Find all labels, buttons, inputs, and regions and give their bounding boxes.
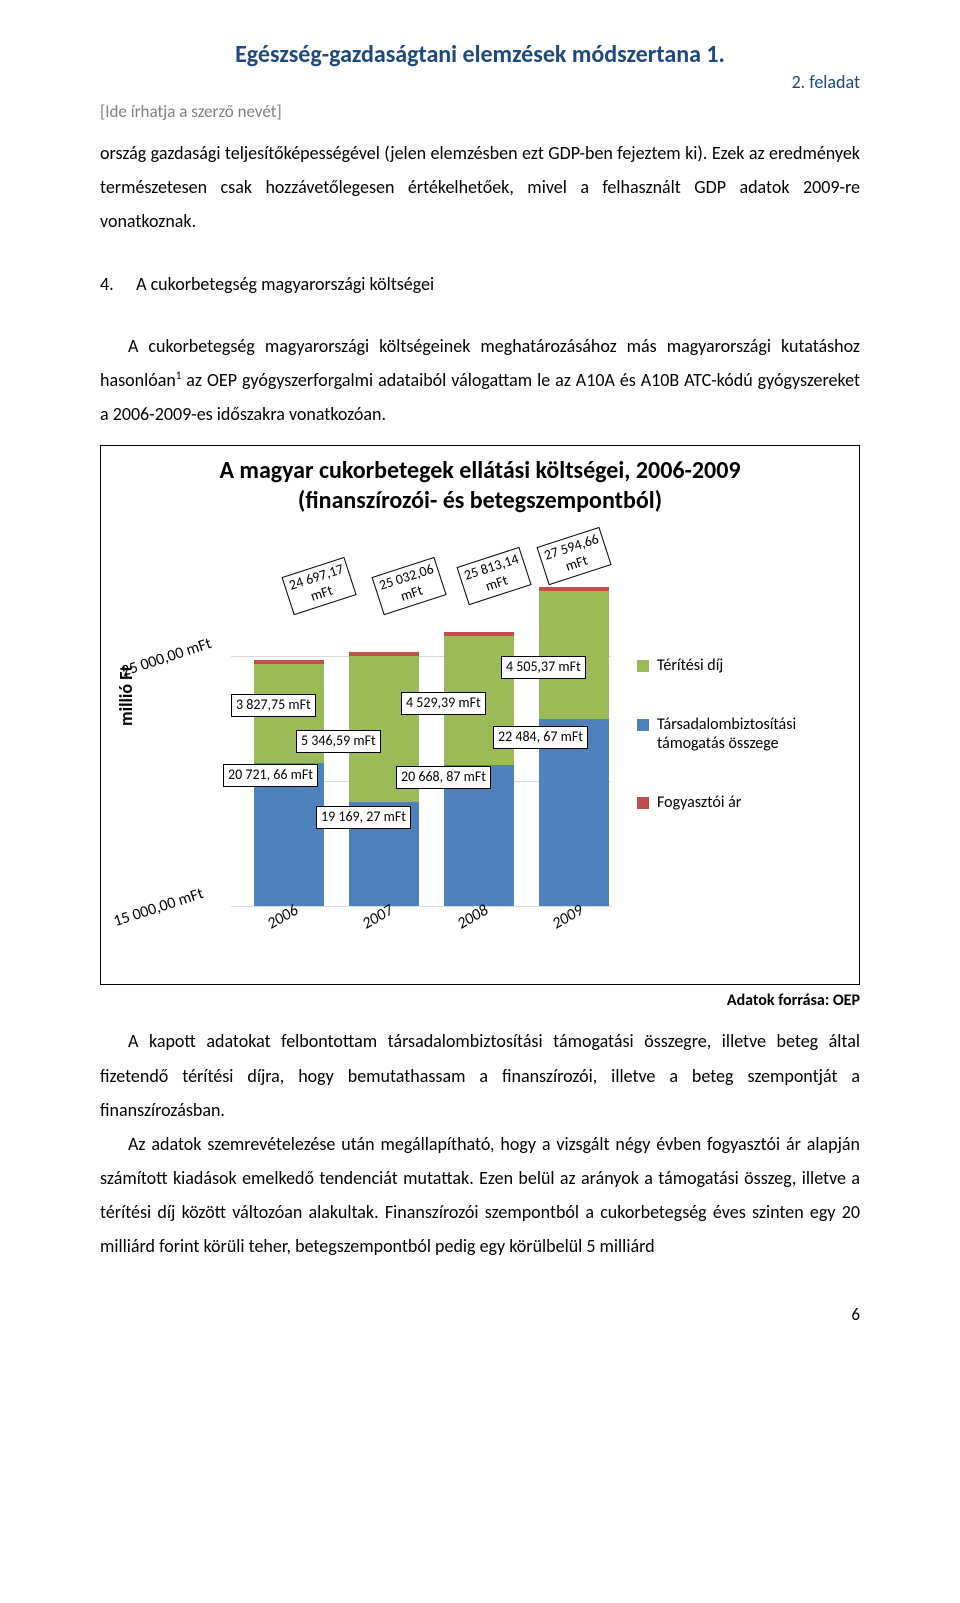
section-heading: 4. A cukorbetegség magyarországi költség…	[100, 267, 860, 301]
chart-title-line2: (finanszírozói- és betegszempontból)	[298, 486, 662, 515]
data-callout: 19 169, 27 mFt	[316, 806, 411, 829]
legend-item: Fogyasztói ár	[637, 793, 847, 812]
author-placeholder: [Ide írhatja a szerző nevét]	[100, 101, 860, 122]
chart-source: Adatok forrása: OEP	[100, 991, 860, 1010]
data-callout: 20 721, 66 mFt	[223, 764, 318, 787]
data-callout: 20 668, 87 mFt	[396, 766, 491, 789]
page-number: 6	[100, 1304, 860, 1325]
bar-segment-fogyasztoi	[444, 632, 514, 636]
page-header-title: Egészség-gazdaságtani elemzések módszert…	[100, 40, 860, 69]
chart-title: A magyar cukorbetegek ellátási költségei…	[141, 456, 819, 516]
paragraph-breakdown: A kapott adatokat felbontottam társadalo…	[100, 1024, 860, 1127]
y-tick-label: 15 000,00 mFt	[111, 884, 206, 931]
paragraph-method: A cukorbetegség magyarországi költségein…	[100, 329, 860, 432]
chart-title-line1: A magyar cukorbetegek ellátási költségei…	[219, 456, 740, 485]
document-page: Egészség-gazdaságtani elemzések módszert…	[0, 0, 960, 1365]
paragraph-method-b: az OEP gyógyszerforgalmi adataiból válog…	[100, 369, 860, 425]
legend-label: Társadalombiztosítási támogatás összege	[657, 715, 847, 753]
legend-item: Társadalombiztosítási támogatás összege	[637, 715, 847, 753]
bar-segment-fogyasztoi	[539, 587, 609, 591]
chart-container: A magyar cukorbetegek ellátási költségei…	[100, 445, 860, 985]
legend-swatch	[637, 797, 649, 809]
chart-area: millió Ft 2006200720082009 15 000,00 mFt…	[101, 526, 859, 984]
legend-swatch	[637, 719, 649, 731]
section-number: 4.	[100, 267, 132, 301]
data-callout: 4 529,39 mFt	[401, 692, 486, 715]
legend-label: Fogyasztói ár	[657, 793, 741, 812]
legend-item: Térítési díj	[637, 656, 847, 675]
paragraph-findings: Az adatok szemrevételezése után megállap…	[100, 1127, 860, 1264]
section-title: A cukorbetegség magyarországi költségei	[136, 273, 434, 295]
y-tick-label: 25 000,00 mFt	[119, 634, 214, 681]
bar-segment-fogyasztoi	[349, 652, 419, 656]
data-callout: 5 346,59 mFt	[296, 730, 381, 753]
data-callout: 22 484, 67 mFt	[493, 726, 588, 749]
paragraph-intro: ország gazdasági teljesítőképességével (…	[100, 136, 860, 239]
data-callout: 4 505,37 mFt	[501, 656, 586, 679]
chart-legend: Térítési díj Társadalombiztosítási támoga…	[637, 656, 847, 852]
bar-segment-fogyasztoi	[254, 660, 324, 664]
page-header-subtitle: 2. feladat	[100, 71, 860, 93]
legend-label: Térítési díj	[657, 656, 723, 675]
legend-swatch	[637, 660, 649, 672]
data-callout: 3 827,75 mFt	[231, 694, 316, 717]
